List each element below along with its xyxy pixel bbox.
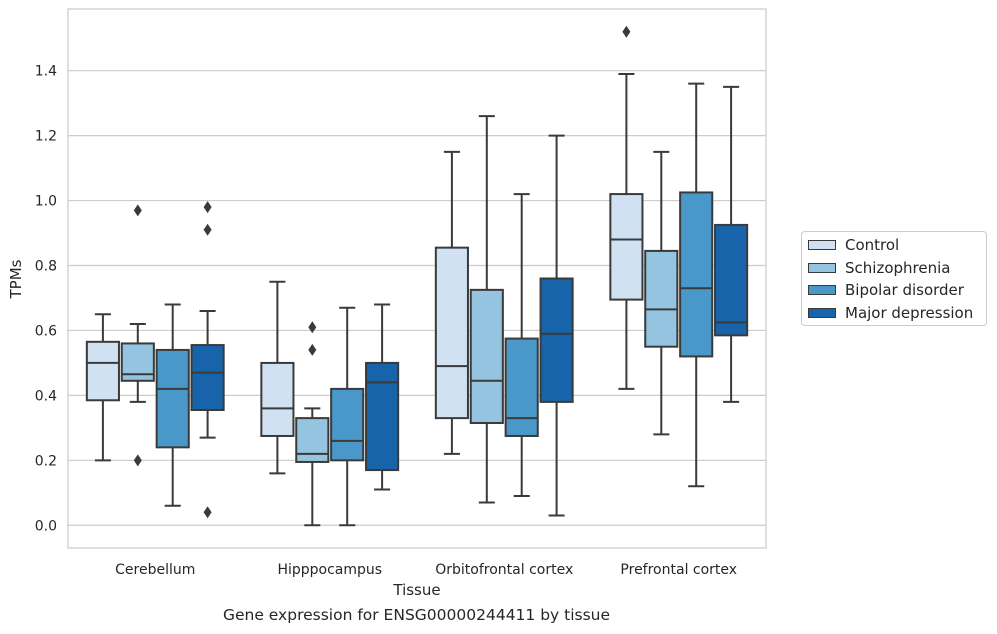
y-tick-label: 0.4 [35,388,57,404]
y-axis-label: TPMs [7,259,25,299]
legend-swatch [808,308,836,318]
box-iqr [190,344,225,412]
box-iqr [504,337,539,437]
legend-item-bipolar-disorder: Bipolar disorder [808,280,964,300]
legend-label: Bipolar disorder [845,281,964,299]
box-iqr [330,387,365,462]
legend-swatch [808,263,836,273]
box-iqr [679,191,714,358]
box-iqr [469,288,504,424]
x-tick-label: Cerebellum [115,562,195,578]
outlier-point [203,201,212,214]
box-1-0 [120,204,155,467]
y-tick-labels: 0.0 0.2 0.4 0.6 0.8 1.0 1.2 1.4 [35,64,57,535]
box-iqr [85,340,120,402]
box-iqr [155,348,190,449]
outlier-point [622,25,631,38]
box-0-3 [609,25,644,390]
box-3-3 [714,85,749,403]
outlier-point [133,454,142,467]
box-0-0 [85,313,120,462]
legend-item-control: Control [808,235,899,255]
figure-caption: Gene expression for ENSG00000244411 by t… [222,606,611,624]
y-tick-label: 0.2 [35,453,57,469]
box-iqr [260,361,295,437]
box-iqr [295,417,330,463]
y-tick-label: 0.0 [35,518,57,534]
legend-label: Schizophrenia [845,259,951,277]
box-iqr [434,246,469,420]
box-2-0 [155,303,190,507]
box-1-2 [469,115,504,504]
legend-label: Control [845,236,900,254]
legend-item-schizophrenia: Schizophrenia [808,258,950,278]
y-tick-label: 0.6 [35,323,57,339]
box-iqr [714,223,749,337]
outlier-point [308,343,317,356]
box-iqr [539,277,574,403]
outlier-point [203,223,212,236]
box-iqr [644,249,679,348]
box-1-1 [295,321,330,527]
y-tick-label: 1.4 [35,64,57,80]
box-3-1 [365,303,400,491]
legend-swatch [808,240,836,250]
x-tick-label: Hipppocampus [277,562,382,578]
y-tick-label: 1.2 [35,129,57,145]
outlier-point [133,204,142,217]
y-tick-label: 1.0 [35,194,57,210]
legend-item-major-depression: Major depression [808,303,973,323]
legend-label: Major depression [845,304,974,322]
legend: Control Schizophrenia Bipolar disorder M… [801,231,987,326]
x-tick-labels: Cerebellum Hipppocampus Orbitofrontal cort… [115,562,737,578]
plot-frame [67,8,767,549]
box-2-1 [330,306,365,527]
x-axis-label: Tissue [392,581,440,599]
box-3-0 [190,201,225,519]
box-iqr [609,193,644,301]
box-1-3 [644,150,679,436]
legend-swatch [808,285,836,295]
outlier-point [203,506,212,519]
y-tick-label: 0.8 [35,259,57,275]
outlier-point [308,321,317,334]
box-2-2 [504,193,539,498]
box-3-2 [539,134,574,517]
box-series [85,25,749,527]
box-iqr [365,361,400,472]
x-tick-label: Orbitofrontal cortex [435,562,573,578]
box-2-3 [679,82,714,488]
box-0-2 [434,150,469,455]
box-0-1 [260,280,295,475]
x-tick-label: Prefrontal cortex [620,562,737,578]
